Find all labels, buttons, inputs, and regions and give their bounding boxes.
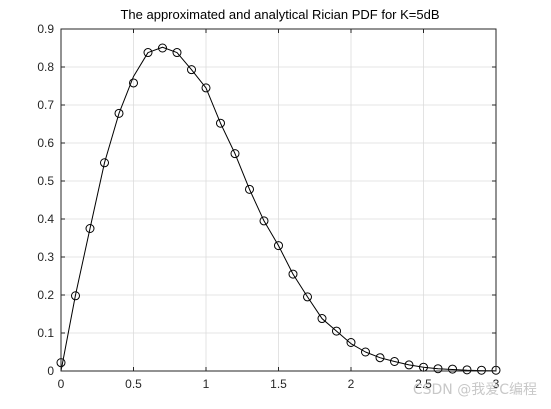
approximated-data-marker <box>114 108 124 118</box>
chart-title: The approximated and analytical Rician P… <box>120 7 439 22</box>
approximated-data-marker <box>143 48 153 58</box>
approximated-data-marker <box>230 149 240 159</box>
x-tick-label: 1 <box>203 377 210 391</box>
y-tick-label: 0.3 <box>37 250 54 264</box>
tick-labels: 0 0.5 1 1.5 2 2.5 3 0 0.1 0.2 0.3 0.4 0.5 0.6 0.7 0.8 0.… <box>37 22 499 391</box>
watermark-text: CSDN @我爱C编程 <box>413 382 537 398</box>
approximated-data-marker <box>448 364 457 374</box>
y-tick-label: 0.1 <box>37 326 54 340</box>
approximated-data-marker <box>100 158 109 168</box>
approximated-data-marker <box>187 65 196 75</box>
approximated-data-marker <box>172 48 182 58</box>
y-tick-label: 0.6 <box>37 136 54 150</box>
approximated-data-marker <box>259 216 269 226</box>
approximated-data-marker <box>71 291 80 301</box>
y-tick-label: 0 <box>47 364 54 378</box>
y-tick-label: 0.2 <box>37 288 54 302</box>
y-tick-label: 0.7 <box>37 98 54 112</box>
approximated-data-marker <box>85 224 95 233</box>
approximated-data-marker <box>332 326 341 336</box>
approximated-data-marker <box>390 357 399 366</box>
approximated-data-marker <box>346 338 356 347</box>
y-tick-label: 0.4 <box>37 212 54 226</box>
approximated-data-marker <box>288 269 298 279</box>
x-tick-label: 2 <box>348 377 355 391</box>
approximated-data-marker <box>462 365 472 375</box>
approximated-data-marker <box>375 353 385 363</box>
x-tick-label: 2.5 <box>415 377 432 391</box>
approximated-data-marker <box>158 43 167 53</box>
approximated-data-marker <box>245 184 254 194</box>
approximated-data-marker <box>216 118 225 128</box>
x-tick-label: 0.5 <box>125 377 142 391</box>
approximated-data-marker <box>317 314 327 324</box>
approximated-data-marker <box>274 241 283 251</box>
y-tick-label: 0.9 <box>37 22 54 36</box>
approximated-data-marker <box>303 292 312 302</box>
y-tick-label: 0.8 <box>37 60 54 74</box>
approximated-data-marker <box>404 360 414 370</box>
x-tick-label: 3 <box>493 377 500 391</box>
approximated-data-marker <box>361 347 370 357</box>
axes <box>60 28 497 372</box>
y-tick-label: 0.5 <box>37 174 54 188</box>
approximated-data-marker <box>129 78 138 88</box>
approximated-data-marker <box>201 83 211 93</box>
approximated-data-marker <box>477 365 486 375</box>
approximated-data-marker <box>433 364 443 374</box>
x-tick-label: 0 <box>58 377 65 391</box>
x-tick-label: 1.5 <box>270 377 287 391</box>
